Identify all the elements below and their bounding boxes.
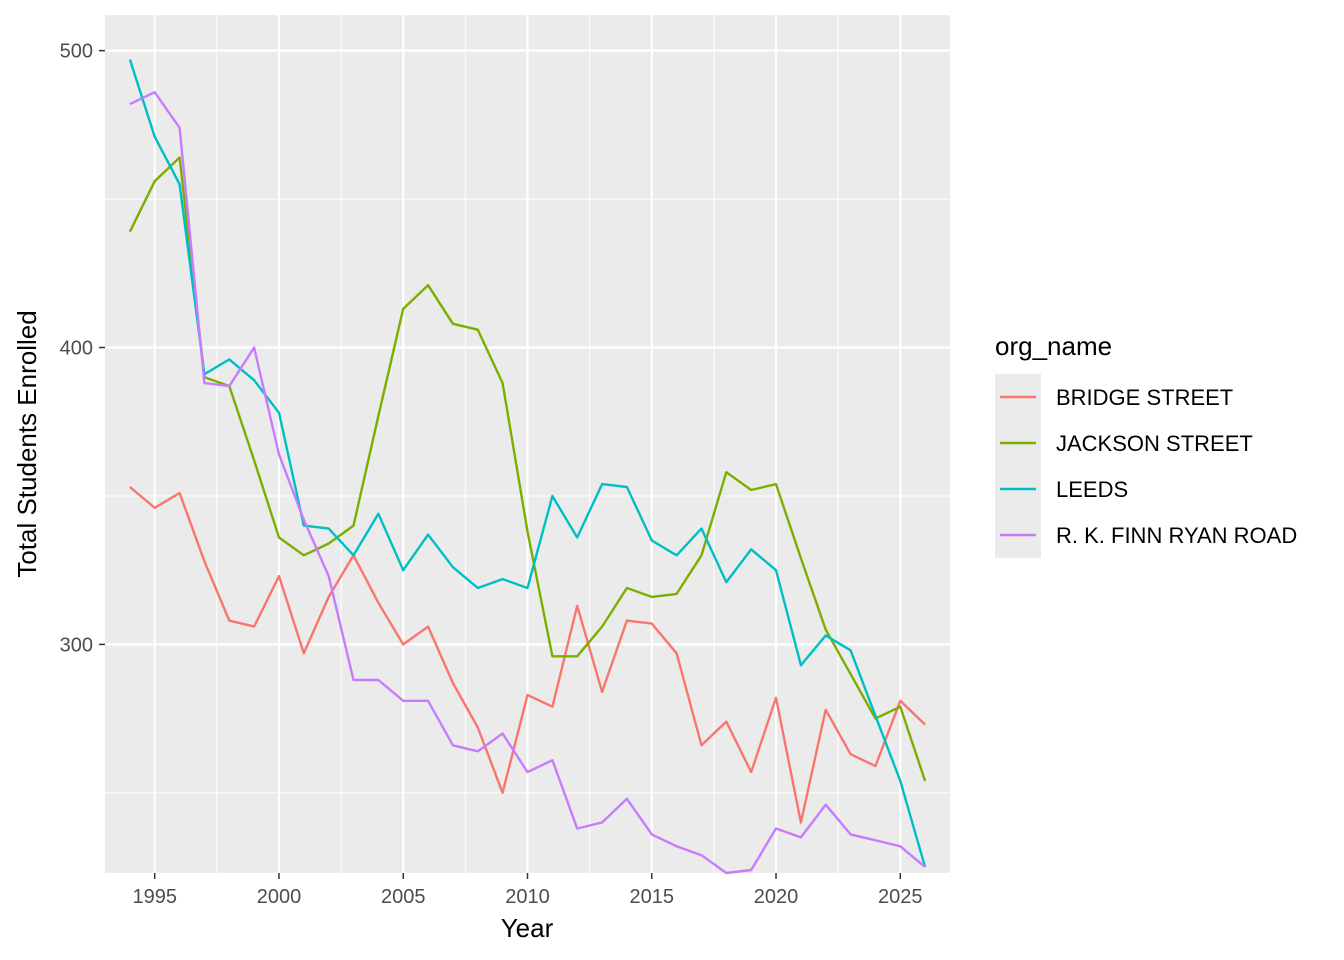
series-line-1 <box>129 486 926 824</box>
legend-label: JACKSON STREET <box>1056 431 1253 456</box>
minor-gridlines <box>105 15 950 873</box>
x-tick-label: 1995 <box>132 886 177 908</box>
series-line-3 <box>128 59 927 868</box>
major-gridlines <box>105 15 950 873</box>
series-lines <box>128 59 927 875</box>
legend-title: org_name <box>995 331 1112 361</box>
legend: org_name BRIDGE STREET JACKSON STREET LEED… <box>995 331 1297 558</box>
x-axis-title: Year <box>501 913 554 943</box>
x-tick-label: 2010 <box>505 886 550 908</box>
y-tick-label: 300 <box>60 634 93 656</box>
legend-label: LEEDS <box>1056 477 1128 502</box>
x-tick-label: 2020 <box>754 886 799 908</box>
y-axis-title: Total Students Enrolled <box>12 310 42 577</box>
y-axis: 300 400 500 <box>60 41 105 656</box>
x-tick-label: 2015 <box>630 886 675 908</box>
series-line-4 <box>129 90 926 875</box>
x-tick-label: 2005 <box>381 886 426 908</box>
legend-items: BRIDGE STREET JACKSON STREET LEEDS R. K. FI… <box>995 374 1297 558</box>
y-tick-label: 500 <box>60 41 93 63</box>
x-tick-label: 2025 <box>878 886 923 908</box>
y-tick-label: 400 <box>60 338 93 360</box>
x-tick-label: 2000 <box>257 886 302 908</box>
x-axis: 1995 2000 2005 2010 2015 2020 2025 <box>132 873 923 908</box>
legend-label: R. K. FINN RYAN ROAD <box>1056 523 1297 548</box>
series-line-2 <box>128 156 927 782</box>
legend-label: BRIDGE STREET <box>1056 385 1233 410</box>
